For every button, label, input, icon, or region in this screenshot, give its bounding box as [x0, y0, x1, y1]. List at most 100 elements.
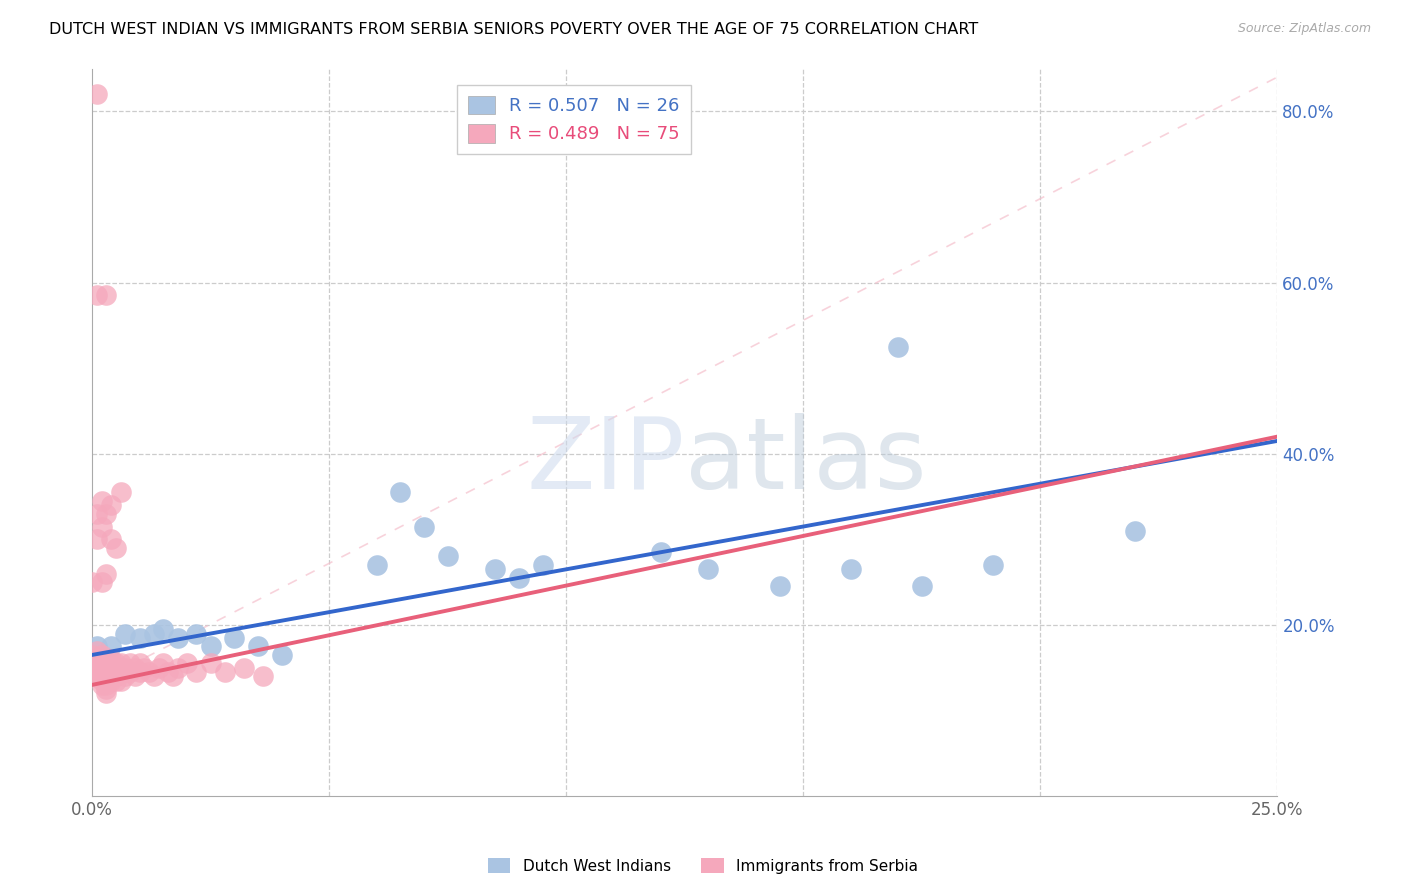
- Point: [86, 643, 108, 657]
- Point: [484, 562, 506, 576]
- Point: [96, 657, 118, 671]
- Point: [110, 665, 132, 679]
- Point: [104, 673, 127, 688]
- Point: [90, 493, 112, 508]
- Point: [366, 558, 388, 572]
- Point: [100, 665, 122, 679]
- Point: [90, 648, 112, 662]
- Point: [124, 669, 146, 683]
- Point: [96, 686, 118, 700]
- Point: [86, 661, 108, 675]
- Point: [110, 673, 132, 688]
- Text: DUTCH WEST INDIAN VS IMMIGRANTS FROM SERBIA SENIORS POVERTY OVER THE AGE OF 75 C: DUTCH WEST INDIAN VS IMMIGRANTS FROM SER…: [49, 22, 979, 37]
- Point: [86, 640, 108, 654]
- Point: [96, 678, 118, 692]
- Point: [162, 669, 184, 683]
- Point: [90, 678, 112, 692]
- Point: [114, 669, 136, 683]
- Point: [436, 549, 458, 564]
- Point: [697, 562, 720, 576]
- Point: [86, 87, 108, 102]
- Text: atlas: atlas: [685, 413, 927, 510]
- Point: [90, 657, 112, 671]
- Point: [100, 498, 122, 512]
- Point: [86, 657, 108, 671]
- Point: [110, 657, 132, 671]
- Point: [128, 631, 150, 645]
- Point: [186, 626, 208, 640]
- Point: [110, 485, 132, 500]
- Point: [166, 661, 188, 675]
- Point: [82, 652, 104, 666]
- Point: [176, 657, 198, 671]
- Point: [270, 648, 292, 662]
- Point: [104, 657, 127, 671]
- Point: [508, 571, 530, 585]
- Point: [96, 682, 118, 697]
- Point: [124, 661, 146, 675]
- Point: [82, 657, 104, 671]
- Point: [86, 669, 108, 683]
- Point: [90, 575, 112, 590]
- Point: [142, 669, 165, 683]
- Point: [86, 507, 108, 521]
- Point: [114, 661, 136, 675]
- Point: [86, 533, 108, 547]
- Point: [90, 673, 112, 688]
- Point: [413, 519, 436, 533]
- Text: ZIP: ZIP: [526, 413, 685, 510]
- Point: [887, 340, 910, 354]
- Point: [96, 669, 118, 683]
- Point: [157, 665, 180, 679]
- Point: [186, 665, 208, 679]
- Point: [100, 652, 122, 666]
- Point: [152, 622, 174, 636]
- Point: [768, 579, 790, 593]
- Point: [152, 657, 174, 671]
- Point: [247, 640, 270, 654]
- Point: [128, 657, 150, 671]
- Point: [114, 626, 136, 640]
- Point: [96, 566, 118, 581]
- Point: [96, 661, 118, 675]
- Point: [100, 661, 122, 675]
- Point: [104, 669, 127, 683]
- Legend: Dutch West Indians, Immigrants from Serbia: Dutch West Indians, Immigrants from Serb…: [481, 852, 925, 880]
- Point: [252, 669, 274, 683]
- Point: [389, 485, 412, 500]
- Point: [232, 661, 254, 675]
- Text: Source: ZipAtlas.com: Source: ZipAtlas.com: [1237, 22, 1371, 36]
- Point: [148, 661, 170, 675]
- Point: [911, 579, 934, 593]
- Point: [166, 631, 188, 645]
- Point: [86, 665, 108, 679]
- Point: [128, 665, 150, 679]
- Point: [142, 626, 165, 640]
- Point: [100, 640, 122, 654]
- Point: [1123, 524, 1146, 538]
- Point: [200, 657, 222, 671]
- Point: [104, 541, 127, 555]
- Point: [82, 648, 104, 662]
- Point: [100, 533, 122, 547]
- Point: [531, 558, 554, 572]
- Point: [104, 661, 127, 675]
- Point: [100, 673, 122, 688]
- Point: [104, 665, 127, 679]
- Point: [90, 652, 112, 666]
- Point: [120, 657, 142, 671]
- Point: [100, 669, 122, 683]
- Point: [100, 657, 122, 671]
- Point: [96, 507, 118, 521]
- Point: [120, 665, 142, 679]
- Legend: R = 0.507   N = 26, R = 0.489   N = 75: R = 0.507 N = 26, R = 0.489 N = 75: [457, 85, 690, 154]
- Point: [114, 665, 136, 679]
- Point: [90, 519, 112, 533]
- Point: [82, 575, 104, 590]
- Point: [214, 665, 236, 679]
- Point: [981, 558, 1004, 572]
- Point: [90, 669, 112, 683]
- Point: [110, 661, 132, 675]
- Point: [96, 673, 118, 688]
- Point: [224, 631, 246, 645]
